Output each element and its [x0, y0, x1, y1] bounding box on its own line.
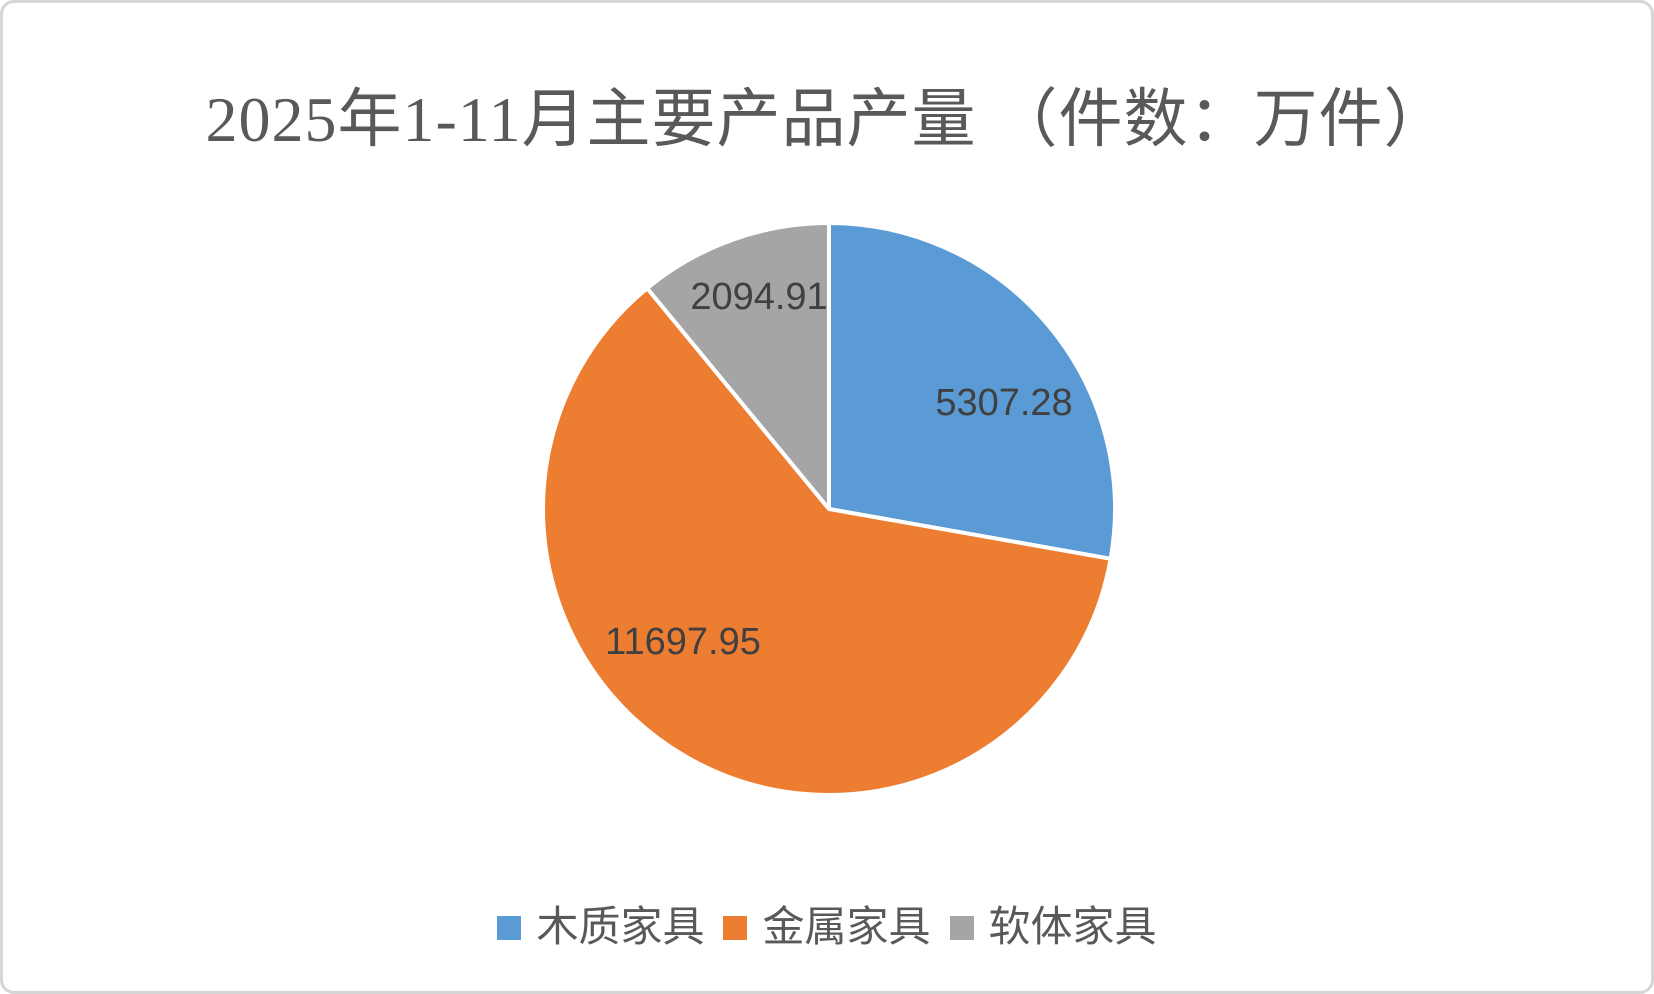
legend-item-金属家具: 金属家具 [723, 905, 931, 951]
legend-label: 金属家具 [762, 905, 931, 951]
legend-label: 木质家具 [536, 905, 705, 951]
legend-item-木质家具: 木质家具 [497, 907, 704, 949]
legend-swatch-icon [723, 916, 748, 940]
chart-title: 2025年1-11月主要产品产量 （件数：万件） [205, 84, 1449, 155]
pie-slices [541, 221, 1117, 797]
data-label-软体家具: 2094.91 [690, 276, 827, 318]
pie-slice-木质家具 [827, 221, 1117, 561]
pie-slice-软体家具 [645, 221, 831, 511]
legend-swatch-icon [497, 916, 522, 940]
pie-slice-金属家具 [541, 286, 1113, 797]
legend-label: 软体家具 [988, 905, 1157, 951]
data-label-金属家具: 11697.95 [605, 621, 761, 663]
legend-item-软体家具: 软体家具 [949, 905, 1157, 951]
data-label-木质家具: 5307.28 [935, 382, 1072, 424]
legend: 木质家具 金属家具 软体家具 [3, 897, 1651, 959]
pie-data-labels: 5307.28 11697.95 2094.91 [605, 276, 1073, 663]
legend-swatch-icon [949, 916, 974, 940]
pie-chart: 5307.28 11697.95 2094.91 [541, 221, 1117, 797]
